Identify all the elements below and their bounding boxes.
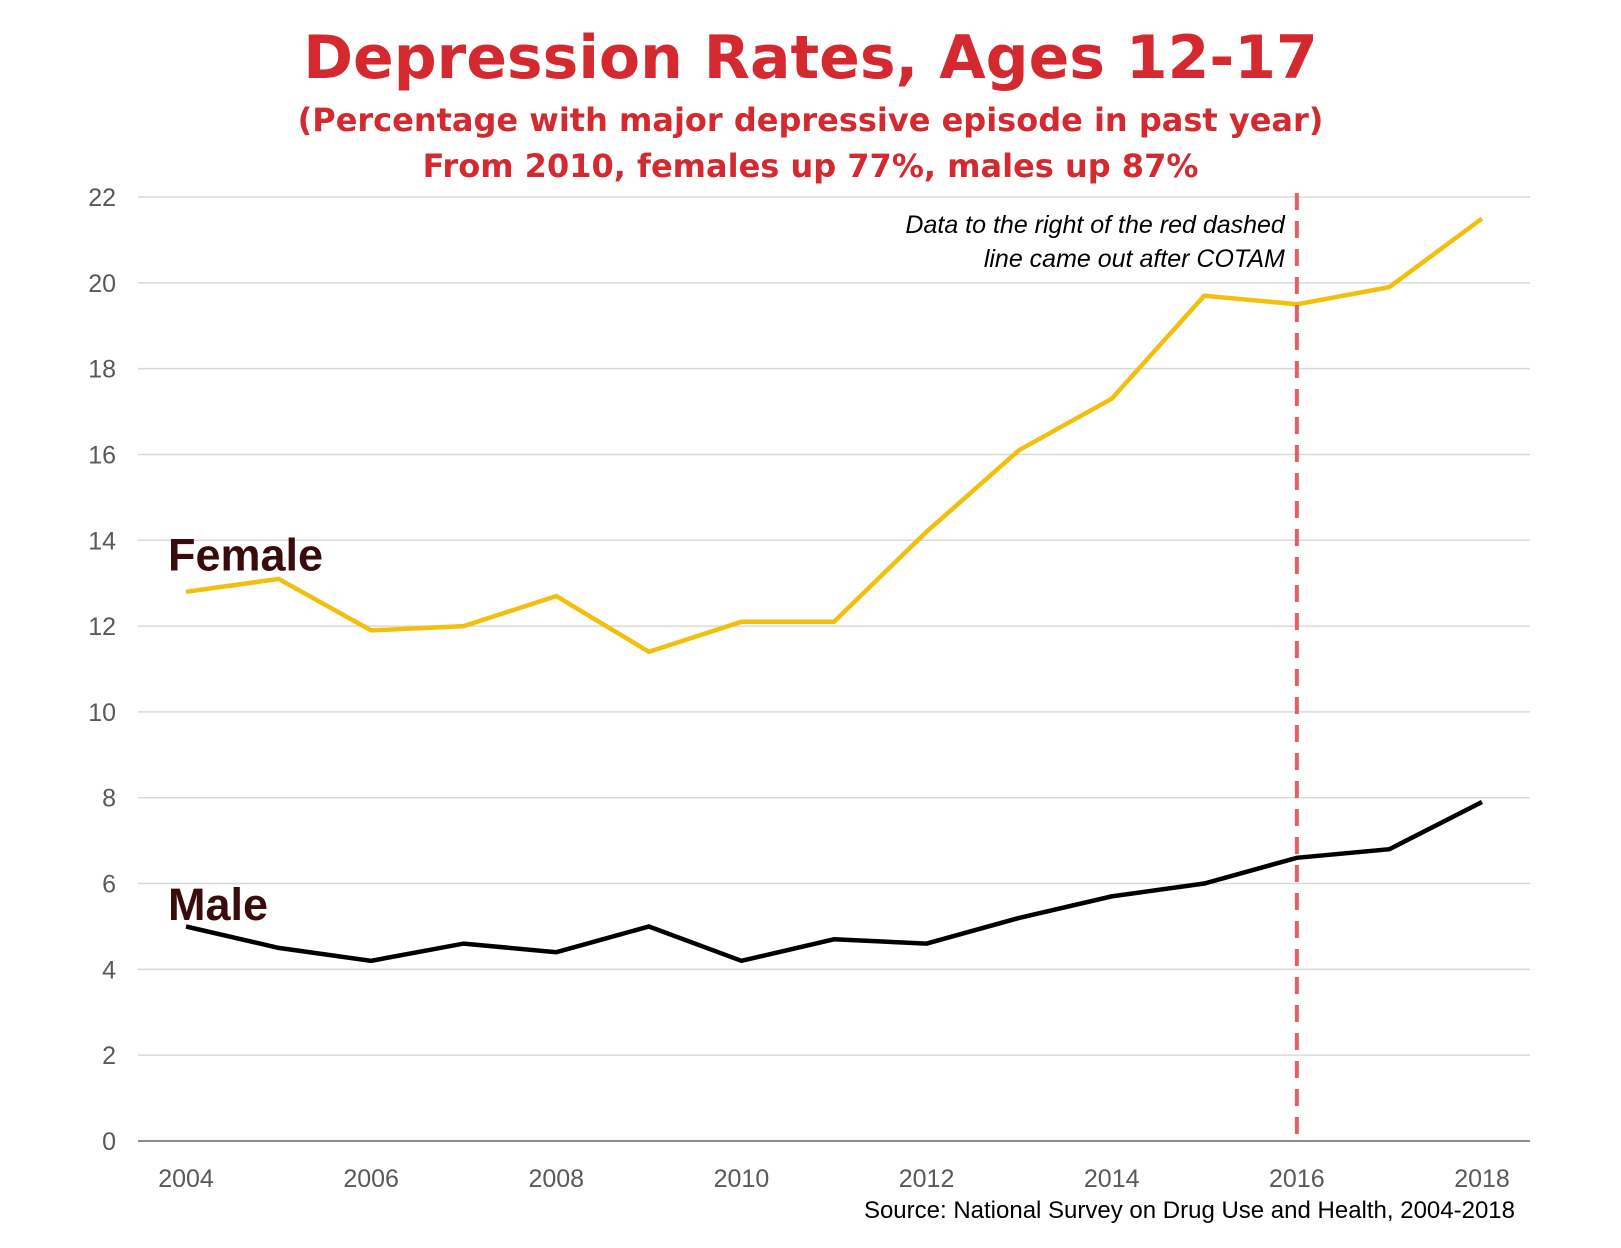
x-tick-label: 2006: [343, 1165, 399, 1193]
axes: 0 2 4 6 8 10 12 14 16 18 20 22 2004 2006 2008 2010 2012 2…: [88, 184, 1530, 1193]
y-tick-label: 16: [88, 441, 116, 469]
x-tick-label: 2014: [1084, 1165, 1140, 1193]
y-tick-label: 18: [88, 356, 116, 384]
chart-subtitle: (Percentage with major depressive episod…: [297, 101, 1324, 139]
x-tick-label: 2010: [714, 1165, 770, 1193]
y-tick-label: 10: [88, 699, 116, 727]
divider-annotation-line: line came out after COTAM: [984, 245, 1285, 273]
y-tick-label: 12: [88, 613, 116, 641]
y-tick-label: 8: [102, 785, 116, 813]
chart-title: Depression Rates, Ages 12-17: [303, 23, 1318, 93]
series-lines: [185, 216, 1484, 964]
gridlines: [138, 196, 1530, 1056]
series-line-male: [185, 799, 1484, 964]
y-tick-label: 4: [102, 956, 116, 984]
series-line-female: [185, 216, 1484, 655]
series-label-male: Male: [168, 879, 268, 930]
y-tick-label: 6: [102, 871, 116, 899]
source-note: Source: National Survey on Drug Use and …: [863, 1197, 1515, 1224]
series-labels: Female Male: [168, 529, 323, 930]
x-tick-label: 2016: [1269, 1165, 1325, 1193]
x-tick-label: 2012: [899, 1165, 955, 1193]
y-tick-label: 20: [88, 270, 116, 298]
series-label-female: Female: [168, 529, 323, 580]
y-tick-label: 2: [102, 1042, 116, 1070]
y-tick-label: 0: [102, 1128, 116, 1156]
y-tick-label: 22: [88, 184, 116, 212]
divider-group: Data to the right of the red dashed line …: [905, 193, 1299, 1141]
x-tick-label: 2004: [158, 1165, 214, 1193]
y-tick-label: 14: [88, 527, 116, 555]
x-tick-label: 2008: [528, 1165, 584, 1193]
chart-summary-note: From 2010, females up 77%, males up 87%: [422, 147, 1199, 185]
x-tick-label: 2018: [1454, 1165, 1510, 1193]
divider-annotation-line: Data to the right of the red dashed: [905, 211, 1286, 239]
